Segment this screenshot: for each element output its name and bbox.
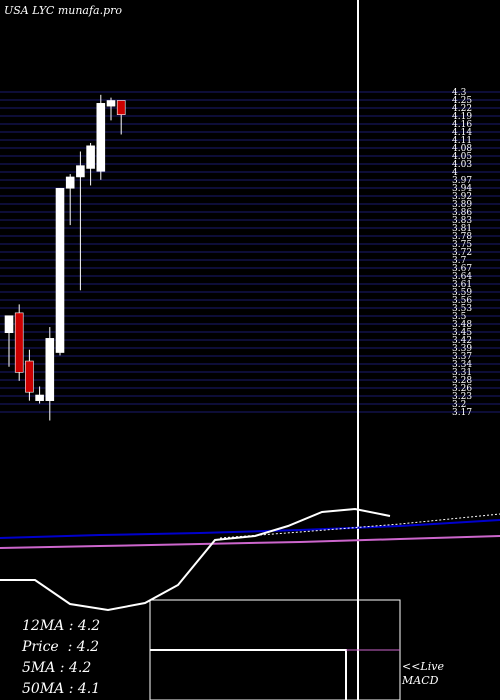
y-tick-label: 3.17 (452, 408, 472, 418)
y-tick-label: 4.05 (452, 152, 472, 162)
y-tick-label: 3.83 (452, 216, 472, 226)
signal-line (0, 507, 391, 612)
y-tick-label: 4.22 (452, 104, 472, 114)
y-tick-label: 4.19 (452, 112, 472, 122)
y-tick-label: 4.14 (452, 128, 472, 138)
y-tick-label: 3.45 (452, 328, 472, 338)
y-tick-label: 3.2 (452, 400, 466, 410)
y-tick-label: 3.67 (452, 264, 472, 274)
y-tick-label: 3.64 (452, 272, 472, 282)
y-tick-label: 3.53 (452, 304, 472, 314)
y-tick-label: 3.31 (452, 368, 472, 378)
candle-body (45, 338, 55, 401)
y-tick-label: 3.42 (452, 336, 472, 346)
y-tick-label: 3.56 (452, 296, 472, 306)
y-tick-label: 3.97 (452, 176, 472, 186)
candle-body (116, 100, 126, 115)
y-tick-label: 4.03 (452, 160, 472, 170)
y-tick-label: 3.26 (452, 384, 472, 394)
candlesticks (4, 94, 126, 421)
live-macd-label: <<Live MACD (402, 660, 444, 688)
candle-body (55, 187, 65, 353)
candle-body (65, 176, 75, 189)
y-tick-label: 3.48 (452, 320, 472, 330)
ma-line-pink (0, 535, 500, 549)
y-tick-label: 4.16 (452, 120, 472, 130)
y-tick-label: 3.61 (452, 280, 472, 290)
y-tick-label: 3.7 (452, 256, 467, 266)
y-tick-label: 3.34 (452, 360, 472, 370)
price-gridlines (0, 91, 500, 413)
y-tick-label: 3.92 (452, 192, 472, 202)
y-tick-label: 3.75 (452, 240, 472, 250)
candle-body (25, 360, 34, 393)
y-tick-label: 3.23 (452, 392, 472, 402)
y-tick-label: 3.86 (452, 208, 472, 218)
stats-panel: 12MA : 4.2 Price : 4.2 5MA : 4.2 50MA : … (22, 616, 100, 700)
y-axis-ticks: 4.34.254.224.194.164.144.114.084.054.034… (452, 88, 472, 418)
candle-body (86, 145, 95, 169)
live-label: <<Live (402, 660, 444, 673)
y-tick-label: 3.72 (452, 248, 472, 258)
y-tick-label: 3.94 (452, 184, 472, 194)
candle-body (4, 315, 14, 334)
candle-body (76, 165, 85, 178)
stat-price: Price : 4.2 (22, 639, 100, 655)
y-tick-label: 4.3 (452, 88, 467, 98)
macd-label: MACD (402, 674, 439, 687)
y-tick-label: 3.39 (452, 344, 472, 354)
stat-12ma: 12MA : 4.2 (22, 618, 101, 634)
stat-5ma: 5MA : 4.2 (22, 660, 92, 676)
macd-line (150, 649, 347, 700)
y-tick-label: 3.28 (452, 376, 472, 386)
y-tick-label: 3.59 (452, 288, 472, 298)
y-tick-label: 3.81 (452, 224, 472, 234)
y-tick-label: 4 (452, 168, 458, 178)
candle-body (96, 103, 106, 172)
y-tick-label: 3.89 (452, 200, 472, 210)
y-tick-label: 4.08 (452, 144, 472, 154)
y-tick-label: 3.78 (452, 232, 472, 242)
ma-line-blue (0, 519, 500, 539)
y-tick-label: 3.5 (452, 312, 467, 322)
y-tick-label: 4.25 (452, 96, 472, 106)
stat-50ma: 50MA : 4.1 (22, 681, 101, 697)
candle-body (14, 312, 24, 373)
y-tick-label: 3.37 (452, 352, 472, 362)
candle-body (106, 100, 116, 107)
y-tick-label: 4.11 (452, 136, 472, 146)
chart-title: USA LYC munafa.pro (4, 4, 123, 17)
candle-body (35, 394, 44, 401)
